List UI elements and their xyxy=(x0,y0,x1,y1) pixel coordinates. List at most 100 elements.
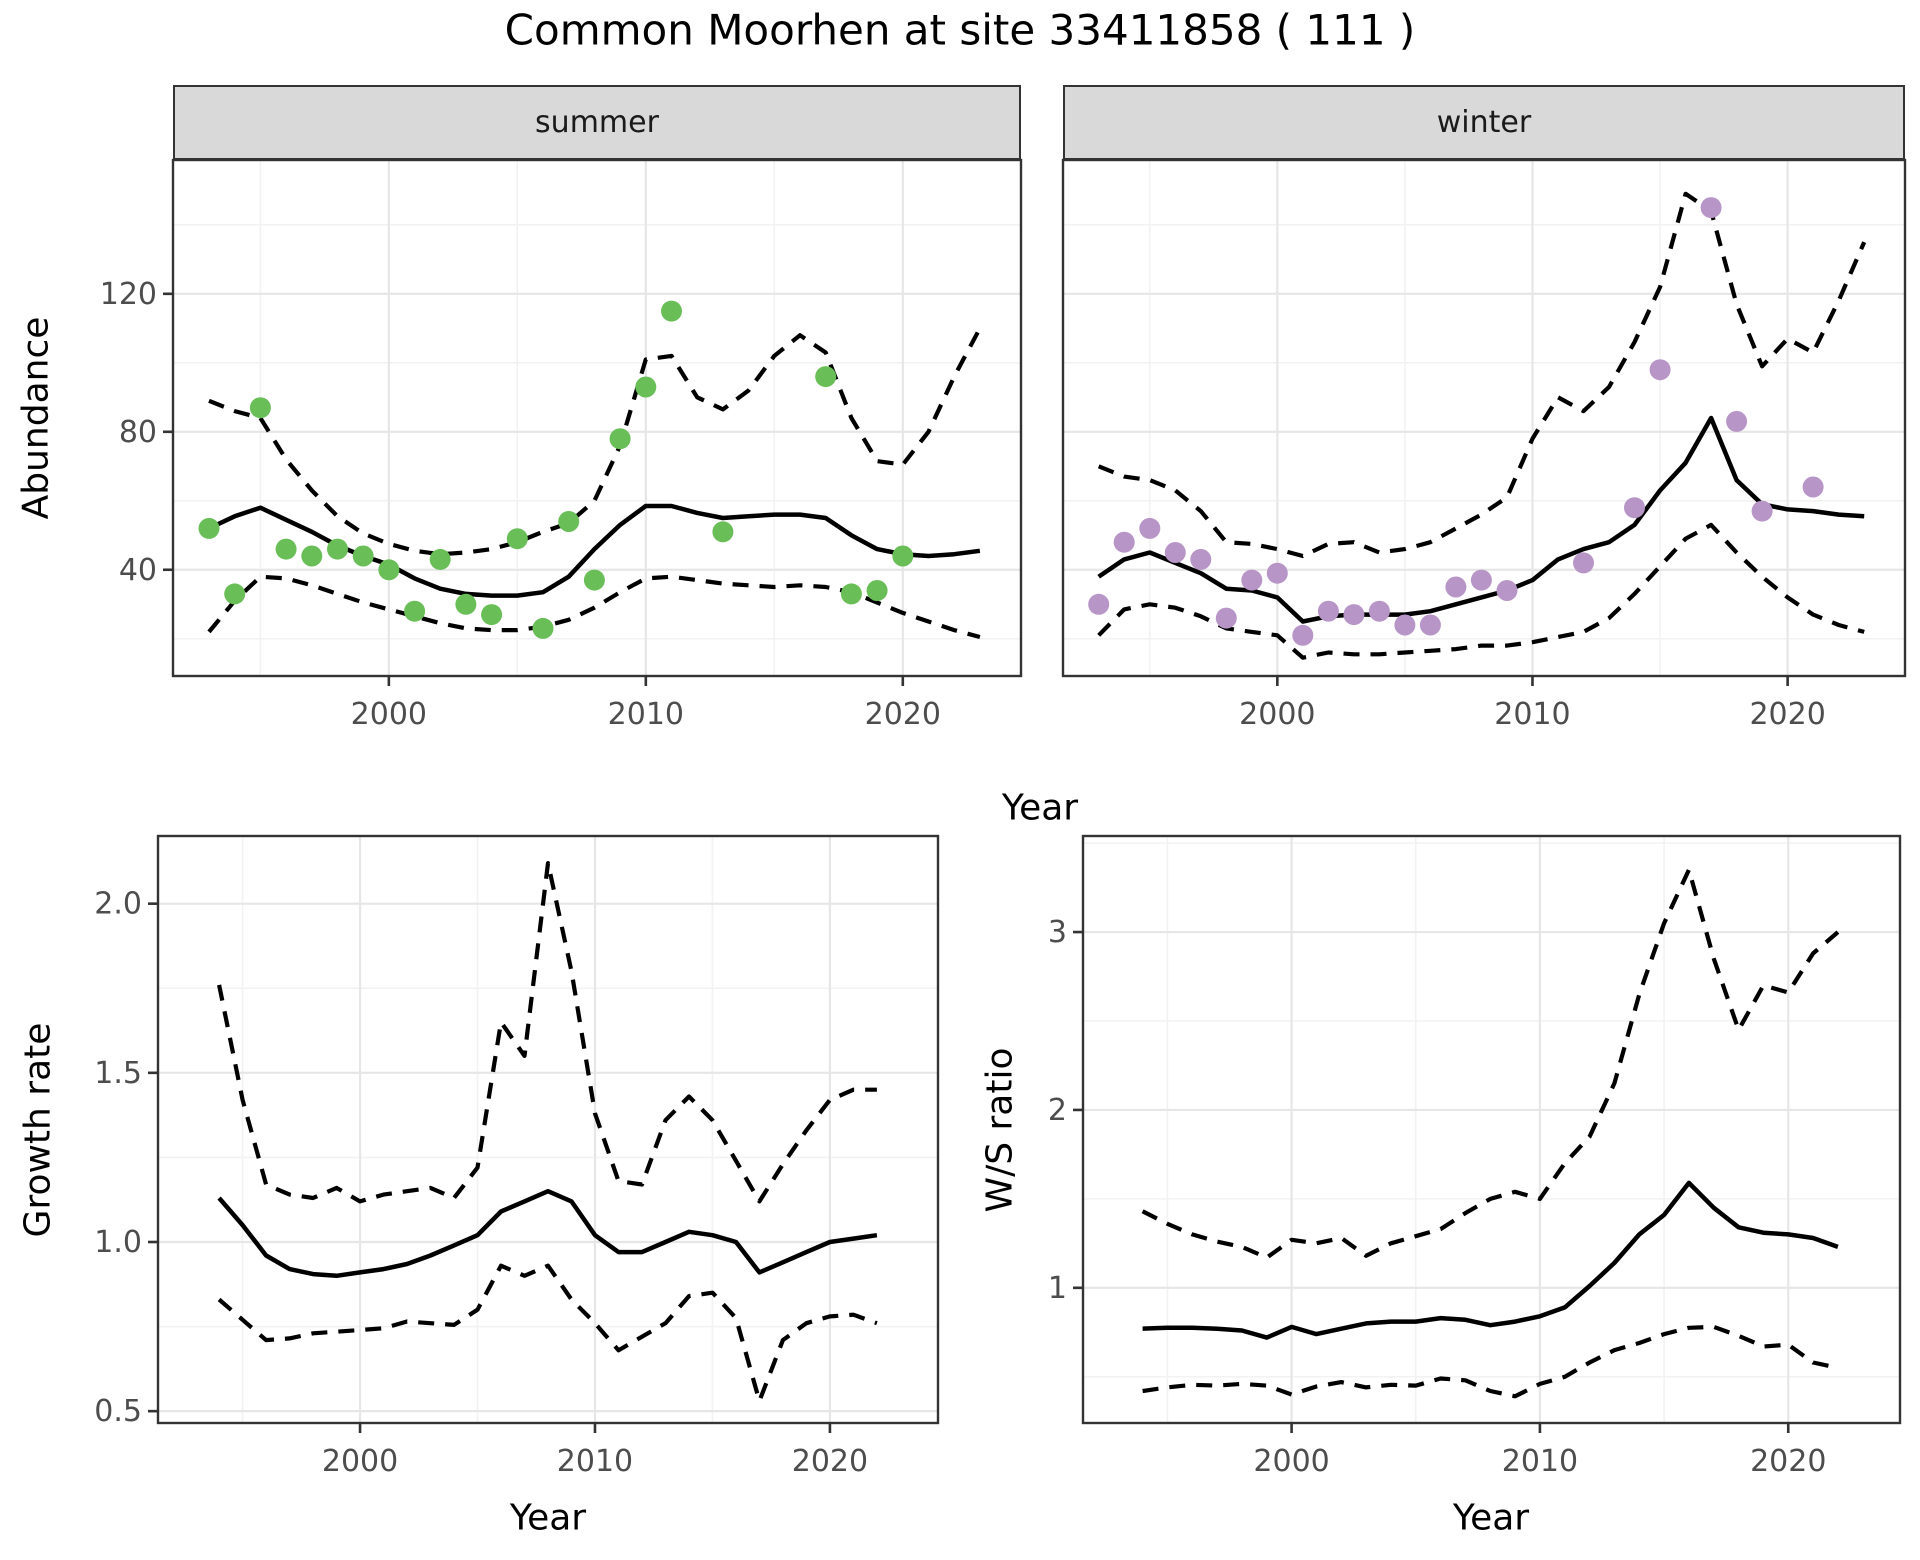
data-point-abundance-summer xyxy=(455,593,477,615)
y-axis-title-ws-ratio: W/S ratio xyxy=(979,1047,1021,1213)
data-point-abundance-winter xyxy=(1802,476,1824,498)
data-point-abundance-winter xyxy=(1573,552,1594,574)
facet-strip-winter: winter xyxy=(1063,85,1905,160)
y-tick-label: 1 xyxy=(1048,1271,1067,1306)
x-tick-label: 2000 xyxy=(1253,1444,1329,1479)
data-point-abundance-summer xyxy=(892,545,914,567)
data-point-abundance-winter xyxy=(1470,569,1492,591)
x-tick-label: 2010 xyxy=(1502,1444,1578,1479)
data-point-abundance-winter xyxy=(1726,410,1748,432)
data-point-abundance-winter xyxy=(1343,604,1365,626)
x-axis-title-top: Year xyxy=(1001,787,1079,829)
data-point-abundance-winter xyxy=(1113,531,1135,553)
fit-line-growth-rate xyxy=(217,1188,878,1279)
upper-ci-line-abundance-winter xyxy=(1097,191,1867,559)
y-tick-label: 40 xyxy=(119,553,157,588)
data-point-abundance-winter xyxy=(1624,497,1645,519)
fit-line-abundance-winter xyxy=(1097,415,1865,624)
data-point-abundance-summer xyxy=(249,397,271,419)
x-tick-label: 2020 xyxy=(1749,697,1825,732)
data-point-abundance-winter xyxy=(1292,624,1314,646)
data-point-abundance-winter xyxy=(1751,500,1773,522)
data-point-abundance-winter xyxy=(1445,576,1467,598)
lower-ci-line-abundance-winter xyxy=(1097,522,1865,660)
y-tick-label: 1.5 xyxy=(94,1056,142,1091)
data-point-abundance-summer xyxy=(224,583,246,605)
facet-strip-summer: summer xyxy=(173,85,1021,160)
data-point-abundance-summer xyxy=(661,300,682,322)
fit-line-ws-ratio xyxy=(1142,1180,1839,1340)
data-point-abundance-winter xyxy=(1190,548,1212,570)
y-axis-title-abundance: Abundance xyxy=(15,316,57,520)
data-point-abundance-summer xyxy=(635,376,657,398)
facet-strip-summer-label: summer xyxy=(535,105,659,140)
y-tick-label: 80 xyxy=(119,415,157,450)
data-point-abundance-summer xyxy=(352,545,374,567)
lower-ci-line-growth-rate xyxy=(217,1263,878,1404)
data-point-abundance-winter xyxy=(1317,600,1339,622)
data-point-abundance-winter xyxy=(1266,562,1288,584)
data-point-abundance-summer xyxy=(378,559,400,581)
data-point-abundance-winter xyxy=(1088,593,1110,615)
data-point-abundance-winter xyxy=(1215,607,1237,629)
data-point-abundance-summer xyxy=(301,545,323,567)
data-point-abundance-summer xyxy=(712,521,734,543)
data-point-abundance-winter xyxy=(1368,600,1390,622)
upper-ci-line-abundance-summer xyxy=(208,327,982,557)
data-point-abundance-summer xyxy=(532,617,554,639)
data-point-abundance-winter xyxy=(1241,569,1263,591)
x-tick-label: 2000 xyxy=(322,1444,398,1479)
upper-ci-line-growth-rate xyxy=(217,861,877,1204)
y-tick-label: 1.0 xyxy=(94,1225,142,1260)
panel-abundance-summer: 2000 2010 2020 40 80 120 xyxy=(100,158,1023,732)
data-point-abundance-winter xyxy=(1700,197,1722,219)
data-point-abundance-summer xyxy=(840,583,862,605)
panel-border-growth-rate xyxy=(156,834,940,1425)
data-point-abundance-summer xyxy=(275,538,297,560)
y-tick-label: 0.5 xyxy=(94,1394,142,1429)
x-tick-label: 2010 xyxy=(608,697,684,732)
data-point-abundance-summer xyxy=(558,511,580,532)
y-tick-label: 2 xyxy=(1048,1093,1067,1128)
x-tick-label: 2000 xyxy=(1239,697,1315,732)
panel-abundance-winter: 2000 2010 2020 xyxy=(1061,158,1907,732)
data-point-abundance-winter xyxy=(1419,614,1441,636)
x-tick-label: 2020 xyxy=(792,1444,868,1479)
y-tick-label: 2.0 xyxy=(94,887,142,922)
data-point-abundance-summer xyxy=(429,548,451,570)
x-tick-label: 2010 xyxy=(557,1444,633,1479)
panel-ws-ratio: 2000 2010 2020 1 2 3 xyxy=(1048,834,1902,1479)
chart-title: Common Moorhen at site 33411858 ( 111 ) xyxy=(504,5,1416,55)
x-axis-title-ws: Year xyxy=(1452,1497,1530,1539)
upper-ci-line-ws-ratio xyxy=(1141,867,1840,1260)
data-point-abundance-summer xyxy=(609,428,631,450)
data-point-abundance-winter xyxy=(1394,614,1416,636)
panel-border-abundance-summer xyxy=(171,158,1023,678)
data-point-abundance-summer xyxy=(583,569,605,591)
y-tick-label: 3 xyxy=(1048,915,1067,950)
data-point-abundance-summer xyxy=(327,538,348,560)
x-tick-label: 2020 xyxy=(1750,1444,1826,1479)
panel-border-ws-ratio xyxy=(1081,834,1902,1425)
data-point-abundance-winter xyxy=(1496,580,1518,601)
y-axis-title-growth-rate: Growth rate xyxy=(17,1022,59,1238)
data-point-abundance-winter xyxy=(1164,542,1186,563)
x-tick-label: 2010 xyxy=(1494,697,1570,732)
lower-ci-line-ws-ratio xyxy=(1142,1324,1839,1399)
data-point-abundance-summer xyxy=(404,600,426,622)
data-point-abundance-summer xyxy=(198,517,220,539)
data-point-abundance-summer xyxy=(481,604,503,626)
y-tick-label: 120 xyxy=(100,277,157,312)
data-point-abundance-summer xyxy=(815,366,837,388)
panel-growth-rate: 2000 2010 2020 0.5 1.0 1.5 2.0 xyxy=(94,834,940,1479)
panel-border-abundance-winter xyxy=(1061,158,1907,678)
data-point-abundance-summer xyxy=(866,580,888,601)
x-tick-label: 2000 xyxy=(351,697,427,732)
data-point-abundance-winter xyxy=(1139,517,1161,539)
data-point-abundance-winter xyxy=(1649,359,1671,381)
x-axis-title-growth: Year xyxy=(509,1497,587,1539)
x-tick-label: 2020 xyxy=(865,697,941,732)
data-point-abundance-summer xyxy=(506,528,528,550)
facet-strip-winter-label: winter xyxy=(1436,105,1532,140)
